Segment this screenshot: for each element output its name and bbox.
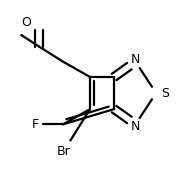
Text: N: N <box>131 120 140 133</box>
Text: O: O <box>22 16 31 29</box>
Text: N: N <box>131 53 140 66</box>
Text: Br: Br <box>56 145 70 159</box>
Text: F: F <box>32 118 39 131</box>
Text: S: S <box>161 87 169 99</box>
